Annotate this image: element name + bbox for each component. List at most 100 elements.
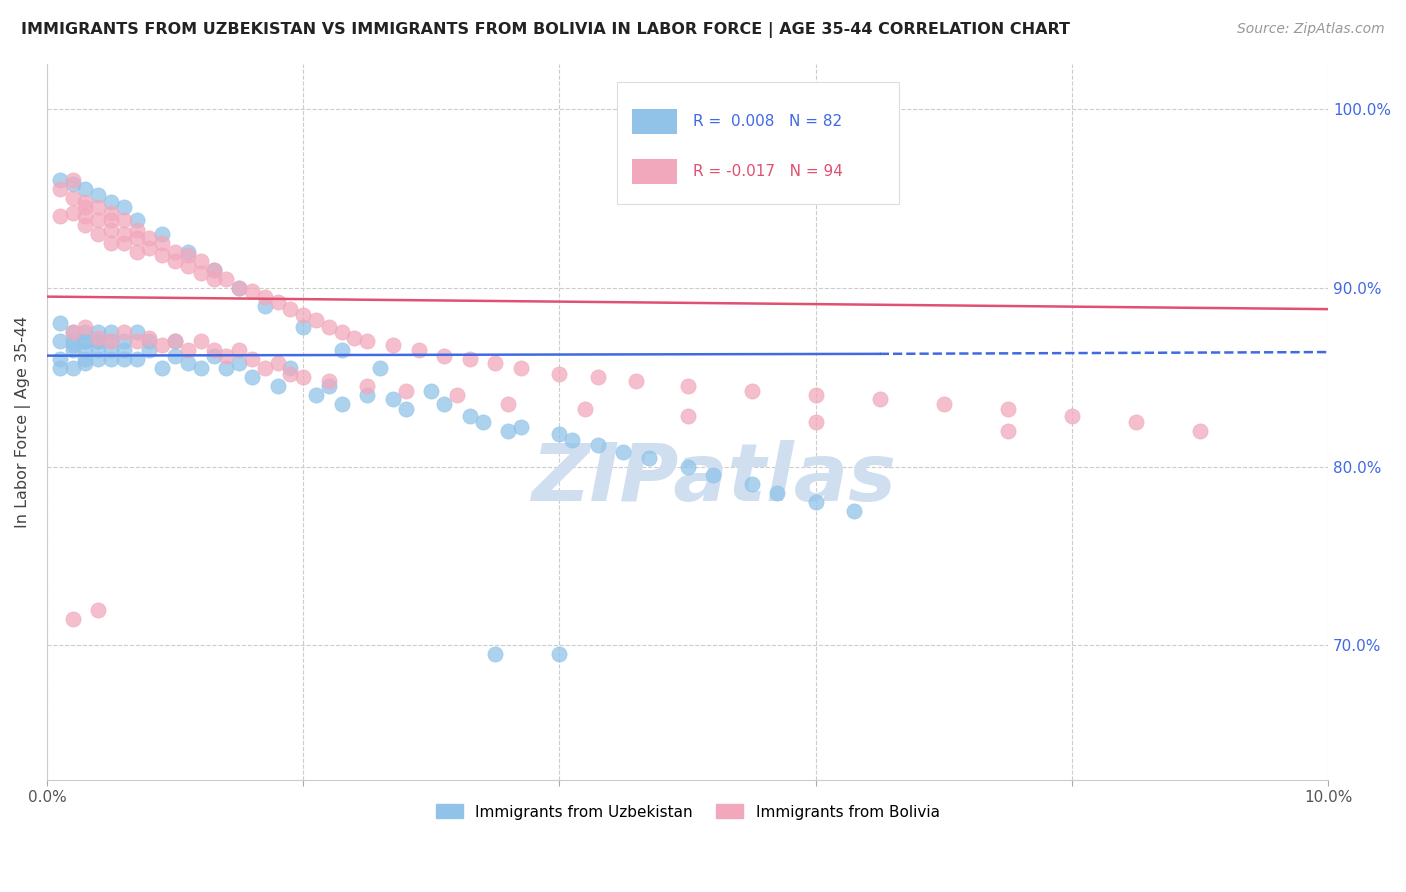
Point <box>356 334 378 349</box>
Point <box>1189 424 1212 438</box>
Point <box>75 194 97 209</box>
Point <box>305 388 328 402</box>
Point <box>49 182 72 196</box>
Point <box>228 356 250 370</box>
Point <box>150 227 173 241</box>
Point <box>240 285 263 299</box>
Point <box>561 433 583 447</box>
Point <box>804 388 827 402</box>
Point <box>125 352 148 367</box>
Point <box>190 253 212 268</box>
Point <box>87 343 110 358</box>
Point <box>100 326 122 340</box>
Point <box>62 343 84 358</box>
Point <box>395 402 418 417</box>
Point <box>190 266 212 280</box>
Point <box>1060 409 1083 424</box>
Point <box>356 388 378 402</box>
Point <box>626 374 648 388</box>
Point <box>266 295 288 310</box>
Point <box>305 313 328 327</box>
Point <box>510 420 533 434</box>
Point <box>741 384 763 399</box>
Point <box>484 648 506 662</box>
Point <box>190 361 212 376</box>
Point <box>228 280 250 294</box>
Point <box>804 495 827 509</box>
Point <box>87 200 110 214</box>
Point <box>75 218 97 232</box>
Point <box>586 438 609 452</box>
Point <box>471 415 494 429</box>
Text: R = -0.017   N = 94: R = -0.017 N = 94 <box>693 164 842 179</box>
Point <box>75 334 97 349</box>
Point <box>87 334 110 349</box>
Point <box>49 361 72 376</box>
Text: R =  0.008   N = 82: R = 0.008 N = 82 <box>693 114 842 128</box>
Point <box>62 326 84 340</box>
Point <box>804 415 827 429</box>
Point <box>266 356 288 370</box>
Point <box>112 334 135 349</box>
Point <box>548 648 571 662</box>
Point <box>292 320 315 334</box>
FancyBboxPatch shape <box>633 109 678 134</box>
Point <box>100 194 122 209</box>
Point <box>202 262 225 277</box>
Point <box>330 397 353 411</box>
Point <box>87 352 110 367</box>
Point <box>112 227 135 241</box>
Point <box>87 334 110 349</box>
Point <box>215 361 238 376</box>
Point <box>112 200 135 214</box>
Point <box>62 205 84 219</box>
Point <box>202 271 225 285</box>
Point <box>100 334 122 349</box>
Point <box>112 343 135 358</box>
Point <box>165 253 187 268</box>
Point <box>112 212 135 227</box>
Point <box>62 612 84 626</box>
Point <box>202 262 225 277</box>
Point <box>62 177 84 191</box>
Point <box>87 187 110 202</box>
Point <box>638 450 661 465</box>
Point <box>75 343 97 358</box>
Point <box>138 241 160 255</box>
Point <box>138 343 160 358</box>
Point <box>330 343 353 358</box>
Point <box>75 356 97 370</box>
Point <box>766 486 789 500</box>
Point <box>177 244 200 259</box>
Point <box>75 352 97 367</box>
Point <box>574 402 596 417</box>
Point <box>112 352 135 367</box>
Point <box>266 379 288 393</box>
Point <box>49 352 72 367</box>
Point <box>125 334 148 349</box>
Point <box>125 230 148 244</box>
Point <box>62 334 84 349</box>
Point <box>87 331 110 345</box>
Point <box>280 302 302 317</box>
Point <box>586 370 609 384</box>
Point <box>100 212 122 227</box>
FancyBboxPatch shape <box>633 159 678 184</box>
Point <box>87 326 110 340</box>
Point <box>87 212 110 227</box>
Point <box>150 248 173 262</box>
Point <box>228 343 250 358</box>
Point <box>75 182 97 196</box>
Point <box>62 191 84 205</box>
Point <box>869 392 891 406</box>
Point <box>548 427 571 442</box>
Point <box>420 384 443 399</box>
Point <box>356 379 378 393</box>
Point <box>177 259 200 273</box>
Point <box>548 367 571 381</box>
Point <box>496 397 519 411</box>
Point <box>253 299 276 313</box>
Point <box>741 477 763 491</box>
Text: IMMIGRANTS FROM UZBEKISTAN VS IMMIGRANTS FROM BOLIVIA IN LABOR FORCE | AGE 35-44: IMMIGRANTS FROM UZBEKISTAN VS IMMIGRANTS… <box>21 22 1070 38</box>
Point <box>1125 415 1147 429</box>
